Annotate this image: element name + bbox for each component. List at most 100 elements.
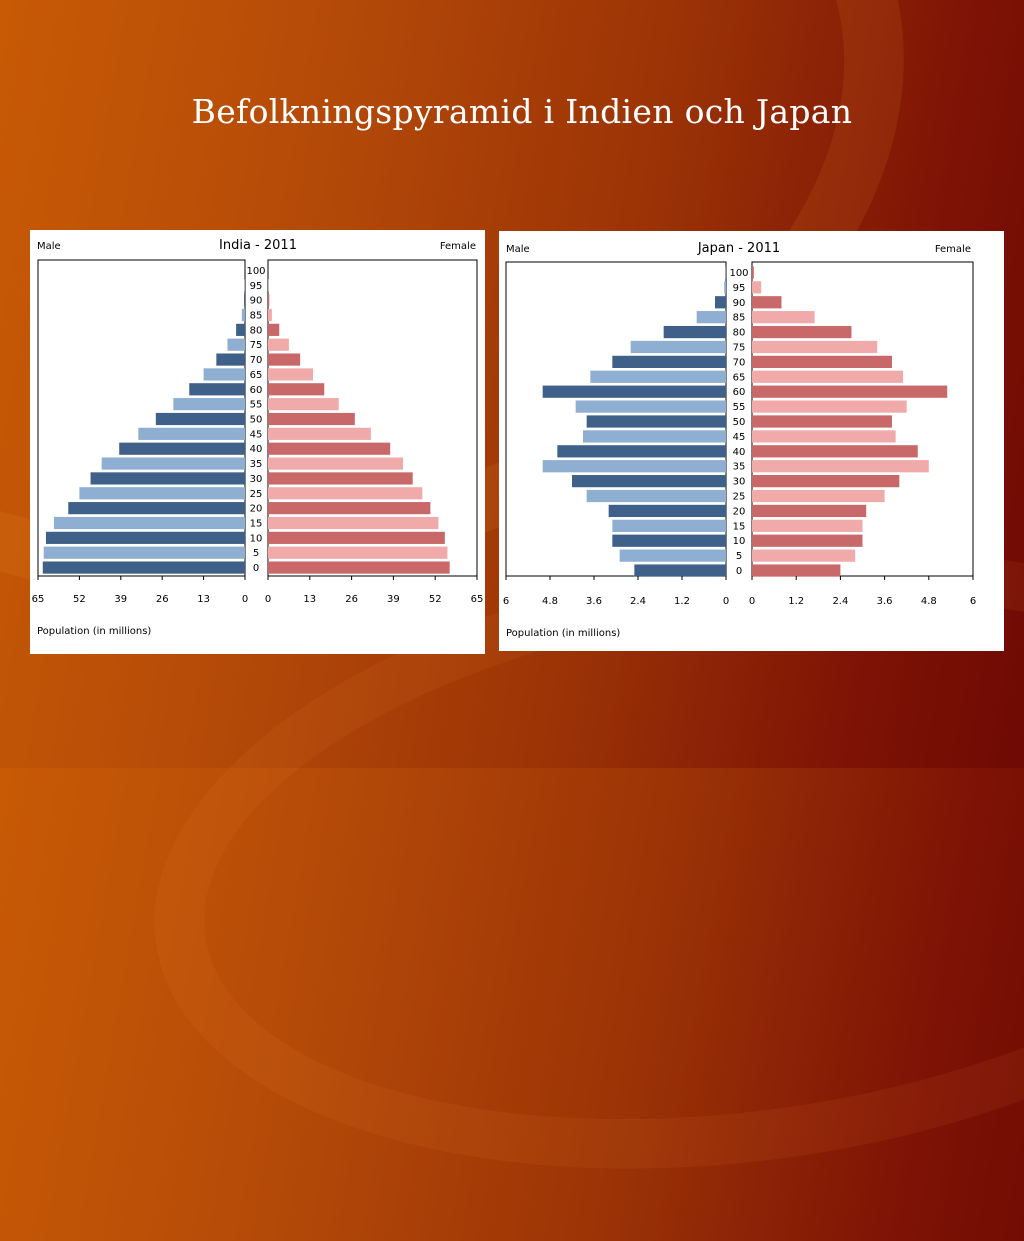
japan-age-label-50: 50 [733, 417, 746, 428]
india-age-label-30: 30 [250, 474, 263, 485]
india-female-tick-label: 13 [303, 594, 316, 605]
japan-age-label-70: 70 [733, 357, 746, 368]
japan-female-bar-35 [752, 460, 929, 472]
india-x-axis-label: Population (in millions) [37, 626, 151, 637]
japan-female-bar-70 [752, 356, 892, 368]
india-female-tick-label: 52 [429, 594, 442, 605]
japan-female-bar-65 [752, 371, 903, 383]
india-female-bar-85 [268, 309, 272, 321]
japan-female-label: Female [935, 244, 971, 255]
japan-age-label-5: 5 [736, 551, 742, 562]
japan-age-label-15: 15 [733, 521, 746, 532]
india-age-label-70: 70 [250, 355, 263, 366]
india-female-bar-90 [268, 294, 269, 306]
japan-female-tick-label: 2.4 [832, 596, 848, 607]
india-female-bar-55 [268, 398, 339, 410]
japan-male-bar-85 [697, 311, 726, 323]
japan-female-bar-60 [752, 386, 947, 398]
japan-chart-title: Japan - 2011 [697, 241, 780, 256]
india-male-bar-50 [156, 413, 245, 425]
japan-age-label-25: 25 [733, 492, 746, 503]
japan-male-bar-55 [576, 400, 726, 412]
india-male-bar-0 [43, 561, 245, 573]
japan-male-tick-label: 4.8 [542, 596, 558, 607]
japan-male-bar-45 [583, 430, 726, 442]
india-male-bar-25 [79, 487, 245, 499]
japan-female-bar-55 [752, 400, 907, 412]
india-male-tick-label: 39 [114, 594, 127, 605]
japan-female-bar-45 [752, 430, 896, 442]
japan-male-bar-60 [543, 386, 726, 398]
japan-male-bar-20 [609, 505, 726, 517]
india-male-bar-10 [46, 532, 245, 544]
india-age-label-0: 0 [253, 563, 259, 574]
india-age-label-45: 45 [250, 429, 263, 440]
india-male-bar-75 [227, 339, 245, 351]
india-age-label-95: 95 [250, 281, 263, 292]
india-male-bar-30 [91, 472, 245, 484]
india-male-bar-55 [173, 398, 245, 410]
japan-male-bar-35 [543, 460, 726, 472]
india-chart-title: India - 2011 [219, 238, 297, 253]
japan-male-tick-label: 1.2 [674, 596, 690, 607]
japan-female-tick-label: 6 [970, 596, 976, 607]
japan-female-bar-100 [752, 266, 754, 278]
japan-male-bar-65 [590, 371, 726, 383]
japan-female-bar-40 [752, 445, 918, 457]
india-male-label: Male [37, 241, 61, 252]
india-female-bar-30 [268, 472, 413, 484]
japan-female-bar-75 [752, 341, 877, 353]
japan-male-bar-30 [572, 475, 726, 487]
india-female-bar-5 [268, 547, 447, 559]
japan-female-bar-0 [752, 564, 840, 576]
india-age-label-50: 50 [250, 415, 263, 426]
india-age-label-40: 40 [250, 444, 263, 455]
japan-female-tick-label: 1.2 [788, 596, 804, 607]
japan-age-label-85: 85 [733, 313, 746, 324]
japan-male-bar-95 [724, 281, 726, 293]
japan-female-bar-15 [752, 520, 863, 532]
japan-male-bar-90 [715, 296, 726, 308]
india-age-label-75: 75 [250, 340, 263, 351]
india-female-tick-label: 26 [345, 594, 358, 605]
india-male-bar-90 [244, 294, 245, 306]
japan-male-tick-label: 0 [723, 596, 729, 607]
india-age-label-55: 55 [250, 400, 263, 411]
india-female-bar-75 [268, 339, 289, 351]
japan-male-tick-label: 6 [503, 596, 509, 607]
japan-male-bar-10 [612, 535, 726, 547]
japan-female-bar-95 [752, 281, 761, 293]
japan-age-label-75: 75 [733, 342, 746, 353]
japan-female-bar-10 [752, 535, 863, 547]
slide-title: Befolkningspyramid i Indien och Japan [0, 92, 1024, 131]
india-female-bar-80 [268, 324, 279, 336]
india-female-tick-label: 39 [387, 594, 400, 605]
india-male-bar-65 [204, 368, 245, 380]
japan-male-label: Male [506, 244, 530, 255]
india-age-label-25: 25 [250, 489, 263, 500]
japan-male-bar-80 [664, 326, 726, 338]
india-male-bar-20 [68, 502, 245, 514]
japan-female-tick-label: 0 [749, 596, 755, 607]
japan-female-tick-label: 4.8 [921, 596, 937, 607]
japan-female-bar-20 [752, 505, 866, 517]
japan-age-label-90: 90 [733, 298, 746, 309]
india-age-label-85: 85 [250, 311, 263, 322]
japan-male-bar-70 [612, 356, 726, 368]
india-male-bar-5 [44, 547, 245, 559]
japan-age-label-0: 0 [736, 566, 742, 577]
japan-female-bar-25 [752, 490, 885, 502]
india-age-label-5: 5 [253, 548, 259, 559]
india-female-bar-60 [268, 383, 324, 395]
japan-age-label-95: 95 [733, 283, 746, 294]
india-female-label: Female [440, 241, 476, 252]
india-female-bar-35 [268, 457, 403, 469]
japan-male-bar-5 [620, 550, 726, 562]
japan-age-label-80: 80 [733, 328, 746, 339]
india-male-bar-85 [242, 309, 245, 321]
japan-age-label-40: 40 [733, 447, 746, 458]
india-female-bar-0 [268, 561, 450, 573]
